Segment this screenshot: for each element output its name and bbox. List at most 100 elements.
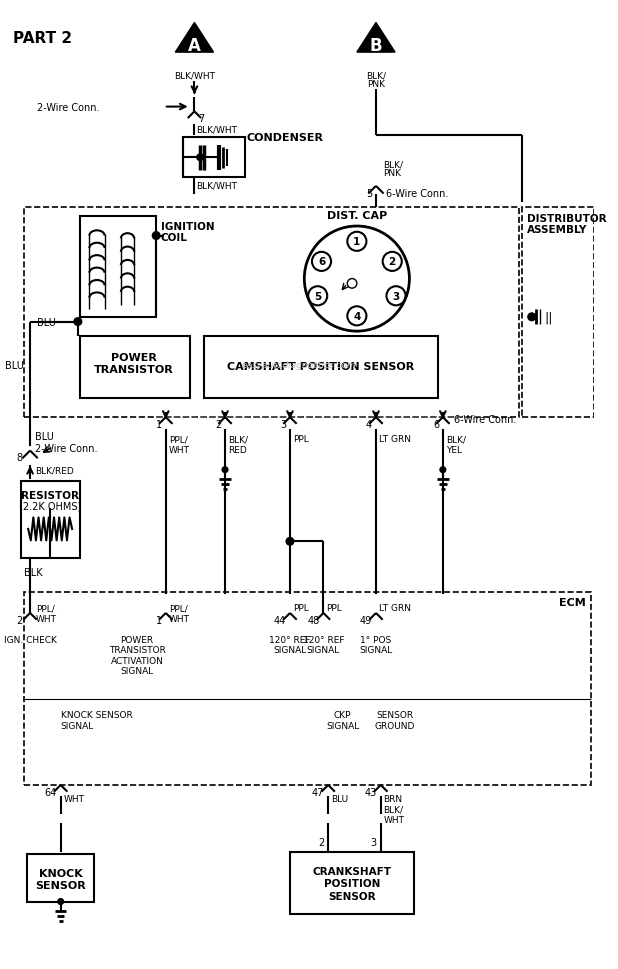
Text: 2: 2 [215, 420, 221, 429]
Circle shape [58, 899, 64, 904]
Bar [183, 138, 245, 178]
Text: 3: 3 [392, 292, 400, 301]
Text: BLK/WHT: BLK/WHT [174, 72, 215, 80]
Text: CONDENSER: CONDENSER [247, 133, 324, 143]
Text: 2-Wire Conn.: 2-Wire Conn. [35, 443, 98, 453]
Text: DISTRIBUTOR: DISTRIBUTOR [527, 214, 606, 224]
Text: BLK/WHT: BLK/WHT [197, 125, 237, 134]
Text: BLK/
RED: BLK/ RED [228, 435, 248, 454]
Text: PNK: PNK [367, 80, 385, 89]
Text: POSITION: POSITION [324, 879, 380, 889]
Circle shape [197, 155, 203, 162]
Circle shape [222, 467, 228, 473]
Bar [20, 482, 80, 558]
Text: 6: 6 [318, 257, 325, 267]
Text: BLK/WHT: BLK/WHT [197, 181, 237, 190]
Bar [27, 854, 94, 901]
Polygon shape [357, 23, 395, 53]
Text: BLK/RED: BLK/RED [35, 466, 74, 475]
Text: PPL/
WHT: PPL/ WHT [36, 604, 57, 623]
Circle shape [440, 467, 446, 473]
Text: CKP
SIGNAL: CKP SIGNAL [326, 710, 359, 730]
Text: 6: 6 [433, 420, 439, 429]
Circle shape [153, 233, 160, 240]
Text: 47: 47 [312, 787, 324, 797]
Text: IGNITION: IGNITION [161, 222, 214, 232]
Bar [204, 336, 438, 398]
Text: POWER: POWER [111, 353, 157, 362]
Text: easyautodiagnostics.com: easyautodiagnostics.com [241, 360, 356, 370]
Text: BLK: BLK [24, 567, 43, 578]
Text: 3: 3 [280, 420, 286, 429]
Text: 7: 7 [198, 114, 205, 124]
Text: A: A [188, 38, 201, 55]
Text: SENSOR: SENSOR [35, 881, 86, 891]
Text: LT GRN: LT GRN [379, 604, 411, 612]
Text: 2: 2 [16, 615, 22, 625]
Text: WHT: WHT [64, 794, 85, 803]
Text: PPL: PPL [326, 604, 342, 612]
Text: BLK/: BLK/ [384, 804, 404, 814]
Text: KNOCK SENSOR
SIGNAL: KNOCK SENSOR SIGNAL [61, 710, 132, 730]
Text: PPL: PPL [293, 435, 308, 444]
Text: 120° REF
SIGNAL: 120° REF SIGNAL [303, 636, 344, 655]
Text: (2.2K OHMS): (2.2K OHMS) [19, 502, 82, 512]
Bar [24, 592, 591, 785]
Text: 6-Wire Conn.: 6-Wire Conn. [386, 188, 448, 199]
Text: 2: 2 [318, 837, 324, 848]
Text: DIST. CAP: DIST. CAP [327, 210, 387, 220]
Text: 48: 48 [307, 615, 320, 625]
Text: TRANSISTOR: TRANSISTOR [95, 365, 174, 375]
Text: LT GRN: LT GRN [379, 435, 411, 444]
Text: 2-Wire Conn.: 2-Wire Conn. [37, 103, 99, 112]
Text: BLK/
YEL: BLK/ YEL [446, 435, 466, 454]
Bar [80, 336, 190, 398]
Text: 2: 2 [389, 257, 396, 267]
Bar [80, 217, 156, 318]
Text: 5: 5 [314, 292, 321, 301]
Text: 1° POS
SIGNAL: 1° POS SIGNAL [359, 636, 392, 655]
Text: BLU: BLU [6, 360, 24, 370]
Text: BLU: BLU [35, 432, 54, 442]
Text: PPL/
WHT: PPL/ WHT [169, 435, 190, 454]
Text: BLK/: BLK/ [366, 72, 386, 80]
Text: 43: 43 [365, 787, 377, 797]
Text: 4: 4 [353, 311, 360, 322]
Text: POWER
TRANSISTOR
ACTIVATION
SIGNAL: POWER TRANSISTOR ACTIVATION SIGNAL [109, 636, 166, 675]
Text: 3: 3 [371, 837, 377, 848]
Text: 1: 1 [156, 420, 162, 429]
Text: ASSEMBLY: ASSEMBLY [527, 225, 587, 234]
Text: 5: 5 [366, 188, 372, 199]
Text: RESISTOR: RESISTOR [21, 490, 79, 500]
Text: BLK/: BLK/ [384, 160, 404, 170]
Text: PNK: PNK [384, 169, 402, 178]
Text: SENSOR: SENSOR [328, 891, 376, 901]
Text: KNOCK: KNOCK [39, 868, 83, 878]
Text: BRN: BRN [384, 794, 403, 803]
Text: ECM: ECM [559, 597, 586, 607]
Text: 44: 44 [274, 615, 286, 625]
Text: 8: 8 [16, 453, 22, 463]
Bar [24, 207, 519, 418]
Text: CRANKSHAFT: CRANKSHAFT [313, 866, 392, 876]
Circle shape [528, 314, 536, 322]
Text: COIL: COIL [161, 233, 188, 242]
Bar [522, 207, 594, 418]
Text: 4: 4 [366, 420, 372, 429]
Text: 1: 1 [156, 615, 162, 625]
Text: B: B [370, 38, 383, 55]
Text: CAMSHAFT POSITION SENSOR: CAMSHAFT POSITION SENSOR [227, 362, 414, 372]
Text: BLU: BLU [331, 794, 348, 803]
Text: 64: 64 [44, 787, 57, 797]
Text: 1: 1 [353, 237, 360, 247]
Text: BLU: BLU [37, 317, 56, 328]
Text: 6-Wire Conn.: 6-Wire Conn. [454, 415, 517, 424]
Text: WHT: WHT [384, 815, 405, 824]
Text: PPL: PPL [293, 604, 308, 612]
Text: PART 2: PART 2 [13, 31, 72, 47]
Text: SENSOR
GROUND: SENSOR GROUND [375, 710, 415, 730]
Circle shape [74, 319, 82, 326]
Polygon shape [176, 23, 214, 53]
Text: IGN. CHECK: IGN. CHECK [4, 636, 56, 644]
Text: 49: 49 [360, 615, 372, 625]
